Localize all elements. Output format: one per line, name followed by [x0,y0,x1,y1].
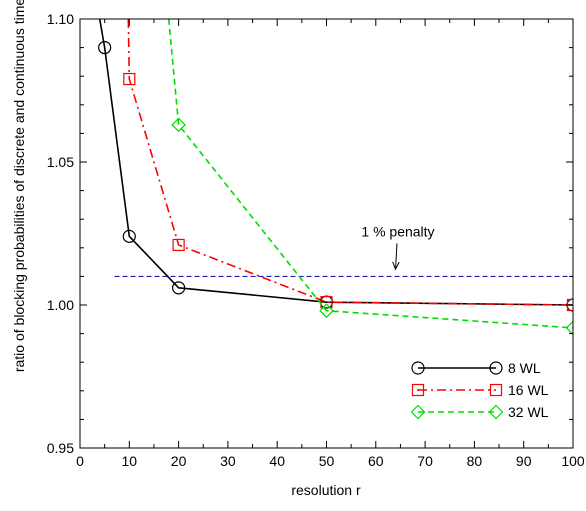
data-point [172,238,185,252]
y-tick-label: 1.05 [47,154,74,170]
x-axis-label: resolution r [291,482,361,498]
legend-marker [488,404,504,420]
legend-label: 32 WL [508,404,549,420]
x-tick-label: 50 [319,453,335,469]
x-tick-label: 60 [368,453,384,469]
series-line [98,19,573,306]
data-point [123,72,136,86]
y-axis-label: ratio of blocking probabilities of discr… [11,0,27,372]
data-point [565,320,573,336]
data-point [319,303,334,319]
legend-marker [489,383,503,397]
legend-marker [489,361,503,375]
series-line [127,19,573,306]
legend-marker [410,404,426,420]
annotation-text: 1 % penalty [361,223,434,239]
legend-label: 8 WL [508,360,541,376]
annotation-arrowhead [392,261,400,271]
y-tick-label: 0.95 [47,440,74,456]
data-point [171,117,186,133]
x-tick-label: 100 [561,453,585,469]
legend-marker-dot [417,389,419,391]
data-point [320,296,333,309]
data-point [98,40,112,55]
x-tick-label: 40 [269,453,285,469]
data-point [172,281,186,295]
data-point [122,229,136,243]
legend-marker [411,361,425,375]
x-tick-label: 20 [171,453,187,469]
axes: 0 10 20 30 40 50 60 70 80 90 100 0.95 1.00 1.05 1.10 [47,11,585,469]
x-tick-label: 0 [76,453,84,469]
x-tick-label: 30 [220,453,236,469]
y-tick-label: 1.00 [47,297,74,313]
legend: 8 WL 16 WL 32 WL [410,360,549,420]
plot-frame [79,18,574,449]
x-tick-label: 10 [122,453,138,469]
plot-area: 1 % penalty [98,19,573,336]
x-tick-label: 90 [516,453,532,469]
legend-label: 16 WL [508,382,549,398]
x-tick-label: 80 [467,453,483,469]
x-tick-label: 70 [417,453,433,469]
legend-marker [411,383,425,397]
y-tick-label: 1.10 [47,11,74,27]
series-line [167,19,573,329]
annotation-arrow [395,243,398,270]
